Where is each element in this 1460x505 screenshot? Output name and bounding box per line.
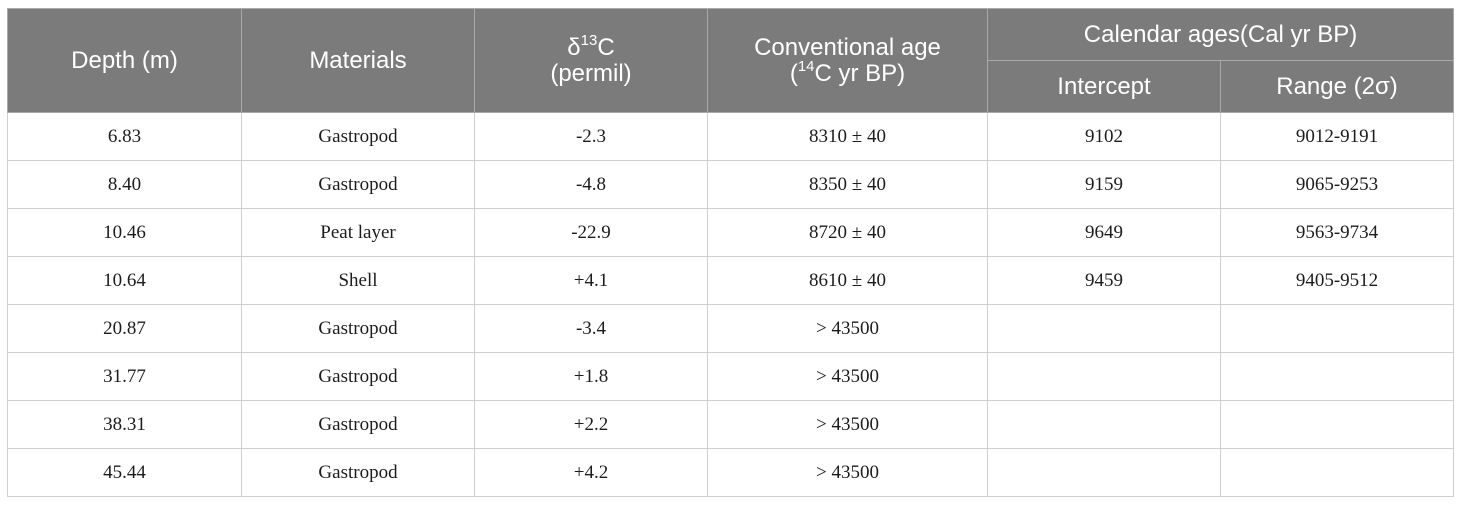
cell-material: Gastropod [241, 448, 475, 497]
table-body: 6.83 Gastropod -2.3 8310 ± 40 9102 9012-9191 8… [7, 112, 1455, 497]
cell-material: Gastropod [241, 352, 475, 401]
cell-conventional-age: 8720 ± 40 [707, 208, 988, 257]
header-d13c: δ13C (permil) [474, 8, 708, 113]
cell-depth: 45.44 [7, 448, 242, 497]
radiocarbon-dating-table: Depth (m) Materials δ13C (permil) Conven… [7, 8, 1455, 497]
table-row: 38.31 Gastropod +2.2 > 43500 [7, 400, 1455, 449]
header-conventional-age-unit-text: C yr BP) [814, 59, 906, 87]
table-row: 10.64 Shell +4.1 8610 ± 40 9459 9405-9512 [7, 256, 1455, 305]
cell-conventional-age: 8310 ± 40 [707, 112, 988, 161]
cell-material: Peat layer [241, 208, 475, 257]
cell-conventional-age: > 43500 [707, 448, 988, 497]
cell-conventional-age: 8350 ± 40 [707, 160, 988, 209]
cell-intercept: 9102 [987, 112, 1221, 161]
cell-intercept [987, 400, 1221, 449]
cell-depth: 20.87 [7, 304, 242, 353]
cell-d13c: +4.1 [474, 256, 708, 305]
cell-intercept: 9459 [987, 256, 1221, 305]
table-row: 10.46 Peat layer -22.9 8720 ± 40 9649 9563-97… [7, 208, 1455, 257]
cell-material: Gastropod [241, 400, 475, 449]
cell-material: Shell [241, 256, 475, 305]
header-materials: Materials [241, 8, 475, 113]
table-row: 8.40 Gastropod -4.8 8350 ± 40 9159 9065-9253 [7, 160, 1455, 209]
cell-conventional-age: > 43500 [707, 400, 988, 449]
cell-d13c: +1.8 [474, 352, 708, 401]
table-row: 45.44 Gastropod +4.2 > 43500 [7, 448, 1455, 497]
cell-intercept: 9649 [987, 208, 1221, 257]
header-conventional-age: Conventional age (14C yr BP) [707, 8, 988, 113]
cell-d13c: +4.2 [474, 448, 708, 497]
cell-range: 9012-9191 [1219, 112, 1455, 161]
cell-material: Gastropod [241, 112, 475, 161]
header-conventional-age-unit: (14C yr BP) [714, 57, 981, 87]
cell-range [1219, 352, 1455, 401]
cell-d13c: +2.2 [474, 400, 708, 449]
header-d13c-symbol: δ [567, 33, 581, 61]
cell-range: 9563-9734 [1219, 208, 1455, 257]
cell-depth: 6.83 [7, 112, 242, 161]
cell-range [1219, 448, 1455, 497]
cell-material: Gastropod [241, 160, 475, 209]
cell-material: Gastropod [241, 304, 475, 353]
cell-range [1219, 400, 1455, 449]
header-conventional-age-paren: ( [789, 59, 798, 87]
cell-intercept [987, 304, 1221, 353]
cell-depth: 10.46 [7, 208, 242, 257]
cell-depth: 31.77 [7, 352, 242, 401]
cell-range [1219, 304, 1455, 353]
table-row: 20.87 Gastropod -3.4 > 43500 [7, 304, 1455, 353]
header-d13c-unit: (permil) [550, 59, 632, 87]
cell-d13c: -22.9 [474, 208, 708, 257]
cell-intercept [987, 352, 1221, 401]
header-depth: Depth (m) [7, 8, 242, 113]
cell-conventional-age: 8610 ± 40 [707, 256, 988, 305]
cell-intercept: 9159 [987, 160, 1221, 209]
header-d13c-superscript: 13 [580, 31, 598, 49]
cell-d13c: -4.8 [474, 160, 708, 209]
cell-d13c: -3.4 [474, 304, 708, 353]
cell-depth: 8.40 [7, 160, 242, 209]
cell-range: 9405-9512 [1219, 256, 1455, 305]
header-conventional-age-superscript: 14 [797, 57, 815, 75]
header-conventional-age-label: Conventional age [754, 33, 941, 61]
header-calendar-ages-group: Calendar ages(Cal yr BP) [986, 8, 1455, 61]
header-range: Range (2σ) [1219, 60, 1455, 113]
table-row: 31.77 Gastropod +1.8 > 43500 [7, 352, 1455, 401]
header-intercept: Intercept [987, 60, 1221, 113]
radiocarbon-table-container: Depth (m) Materials δ13C (permil) Conven… [7, 8, 1455, 497]
table-header: Depth (m) Materials δ13C (permil) Conven… [7, 8, 1455, 113]
cell-conventional-age: > 43500 [707, 352, 988, 401]
cell-d13c: -2.3 [474, 112, 708, 161]
cell-range: 9065-9253 [1219, 160, 1455, 209]
cell-intercept [987, 448, 1221, 497]
cell-depth: 10.64 [7, 256, 242, 305]
cell-depth: 38.31 [7, 400, 242, 449]
cell-conventional-age: > 43500 [707, 304, 988, 353]
header-d13c-element: C [597, 33, 615, 61]
table-row: 6.83 Gastropod -2.3 8310 ± 40 9102 9012-9191 [7, 112, 1455, 161]
